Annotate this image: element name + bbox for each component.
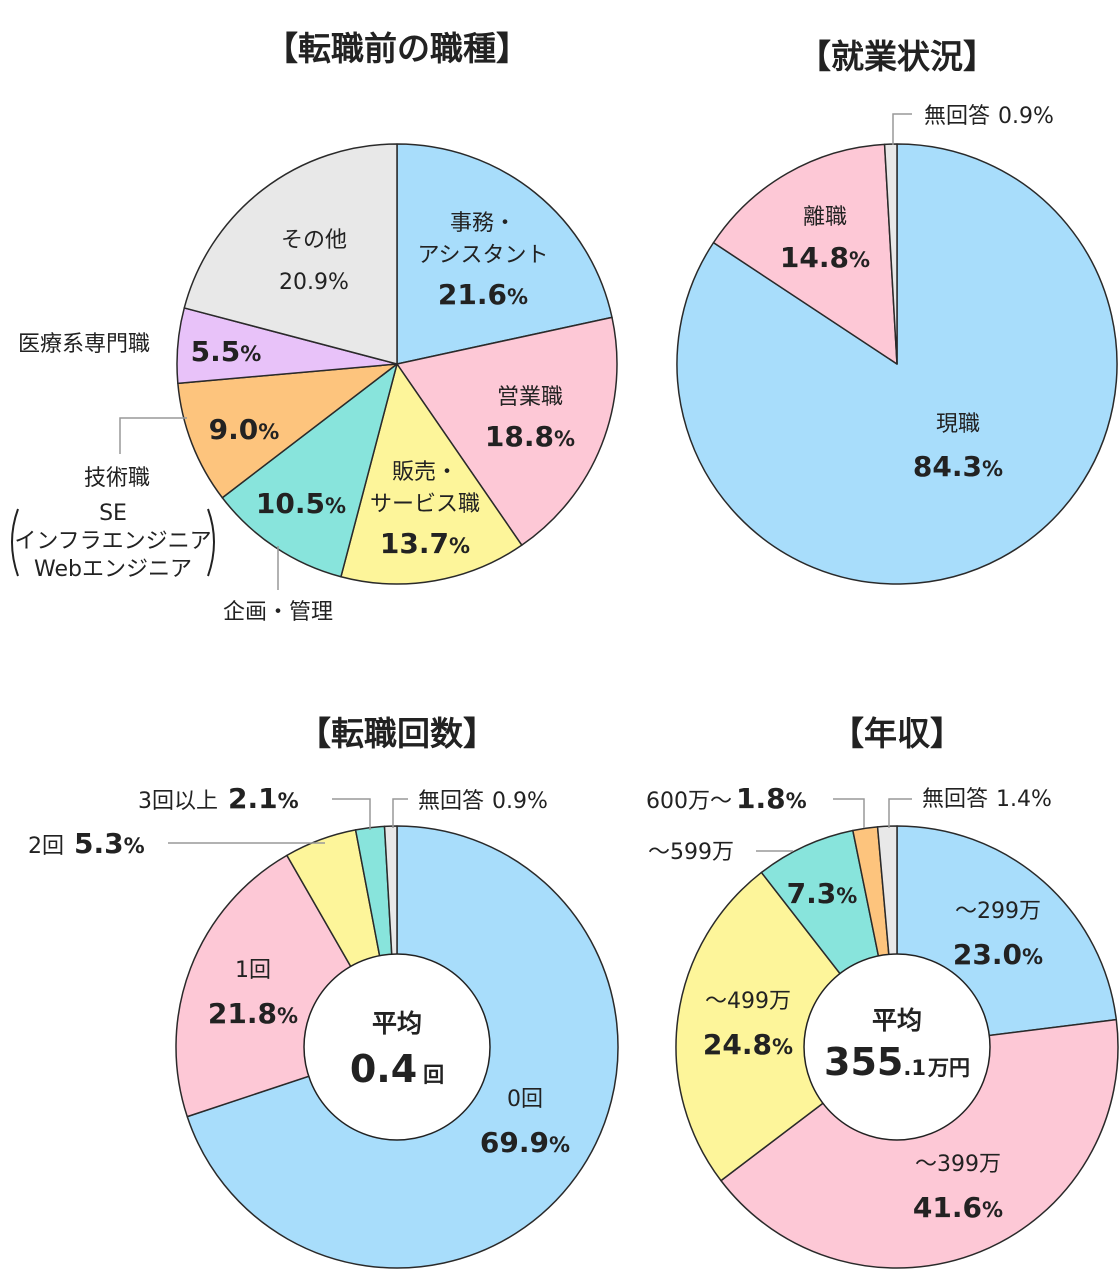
outside-label-599: ～599万	[648, 840, 734, 865]
slice-label-rishoku: 離職	[803, 205, 847, 230]
slice-value-genshoku: 84.3%	[913, 450, 1003, 483]
center-label-job-changes: 平均	[372, 1009, 422, 1038]
leader-line-3kai	[332, 798, 371, 830]
outside-label-2kai: 2回 5.3%	[28, 827, 145, 860]
slice-value-299: 23.0%	[953, 938, 1043, 971]
outside-label-3kai: 3回以上 2.1%	[138, 782, 299, 815]
outside-label-gijutsu: 技術職	[84, 466, 150, 491]
pie-slice-chart1-3	[340, 363, 523, 585]
slice-label-hanbai-line2: サービス職	[370, 492, 480, 517]
slice-value-499: 24.8%	[703, 1028, 793, 1061]
center-value-income: 355.1万円	[824, 1040, 970, 1084]
gijutsu-sub-infra: インフラエンジニア	[14, 529, 211, 554]
pie-slice-chart1-2	[396, 316, 618, 546]
leader-line-gijutsu	[119, 417, 187, 454]
slice-value-gijutsu: 9.0%	[209, 413, 280, 446]
leader-line-mukaito-job-changes	[392, 798, 408, 828]
slice-value-1kai: 21.8%	[208, 997, 298, 1030]
slice-label-hanbai-line1: 販売・	[392, 460, 458, 485]
pie-slice-chart1-7	[183, 143, 398, 365]
slice-value-eigyo: 18.8%	[485, 420, 575, 453]
leader-line-600	[833, 798, 865, 828]
chart-title-employment: 【就業状況】	[798, 37, 996, 76]
donut-hole-job-changes	[303, 953, 491, 1141]
pie-slice-chart1-5	[177, 363, 398, 499]
slice-value-kikaku: 10.5%	[256, 487, 346, 520]
gijutsu-sub-se: SE	[99, 501, 127, 526]
center-value-job-changes: 0.4 回	[350, 1047, 444, 1091]
outside-label-mukaito-job-changes: 無回答 0.9%	[418, 789, 548, 814]
slice-value-iryo: 5.5%	[191, 335, 262, 368]
slice-value-599: 7.3%	[787, 877, 858, 910]
pie-slice-chart4-3	[675, 871, 898, 1182]
slice-value-rishoku: 14.8%	[780, 241, 870, 274]
leader-line-mukaito-income	[888, 798, 912, 828]
slice-value-sonota: 20.9%	[279, 270, 349, 295]
chart-title-occupation: 【転職前の職種】	[265, 29, 529, 68]
slice-label-jimu-line1: 事務・	[450, 211, 516, 236]
pie-slice-chart2-3	[883, 143, 898, 365]
outside-label-mukaito-employment: 無回答 0.9%	[924, 104, 1054, 129]
chart-title-income: 【年収】	[831, 714, 963, 753]
pie-slice-chart1-1	[396, 143, 613, 365]
chart-title-job-changes: 【転職回数】	[298, 714, 496, 753]
bracket-left	[11, 508, 19, 577]
slice-label-sonota: その他	[281, 228, 347, 253]
pie-slice-chart4-2	[720, 1018, 1119, 1269]
pie-slice-chart1-4	[221, 363, 398, 578]
slice-label-0kai: 0回	[507, 1087, 543, 1112]
slice-value-jimu: 21.6%	[438, 278, 528, 311]
slice-label-499: ～499万	[705, 989, 791, 1014]
gijutsu-sub-web: Webエンジニア	[34, 557, 192, 582]
slice-label-1kai: 1回	[235, 958, 271, 983]
pie-slice-chart2-2	[712, 143, 898, 365]
donut-hole-income	[803, 953, 991, 1141]
bracket-right	[207, 508, 215, 577]
slice-label-299: ～299万	[955, 899, 1041, 924]
leader-line-mukaito-employment	[892, 113, 912, 145]
outside-label-600: 600万～ 1.8%	[646, 782, 807, 815]
slice-label-399: ～399万	[915, 1152, 1001, 1177]
slice-value-0kai: 69.9%	[480, 1126, 570, 1159]
slice-value-399: 41.6%	[913, 1191, 1003, 1224]
slice-label-eigyo: 営業職	[497, 385, 563, 410]
slice-label-genshoku: 現職	[936, 412, 980, 437]
slice-label-jimu-line2: アシスタント	[417, 243, 548, 268]
outside-label-iryo: 医療系専門職	[18, 332, 150, 357]
outside-label-kikaku: 企画・管理	[223, 600, 333, 625]
slice-value-hanbai: 13.7%	[380, 527, 470, 560]
outside-label-mukaito-income: 無回答 1.4%	[922, 787, 1052, 812]
center-label-income: 平均	[872, 1006, 922, 1035]
